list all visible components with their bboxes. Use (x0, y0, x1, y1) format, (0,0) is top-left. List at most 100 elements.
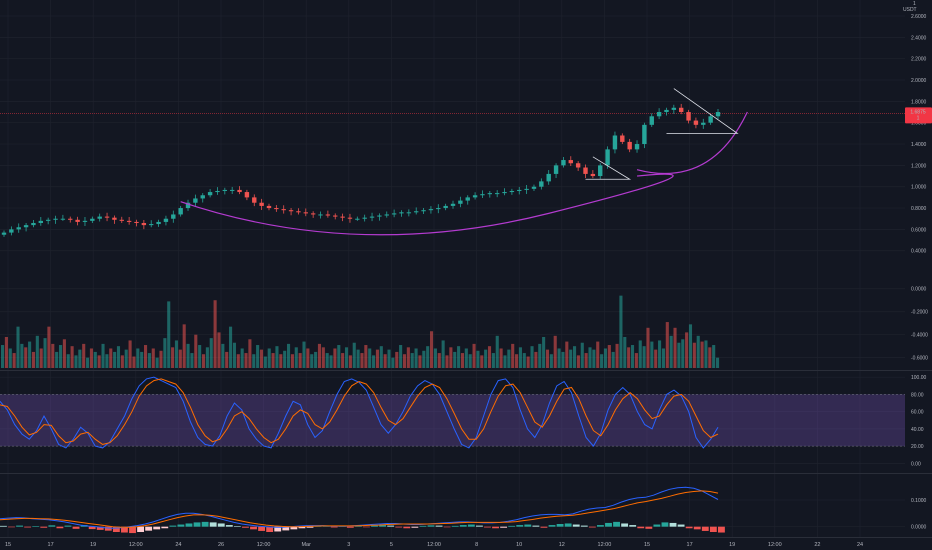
candle (502, 192, 507, 194)
candle (207, 192, 213, 196)
candle (45, 219, 51, 221)
candle (458, 200, 463, 204)
triangle-drawing[interactable] (666, 88, 739, 134)
volume-bar (673, 327, 677, 368)
candle (583, 167, 588, 174)
volume-bar (422, 350, 426, 368)
candle (68, 218, 73, 220)
volume-bar (28, 341, 32, 368)
macd-hist-bar (709, 526, 717, 532)
macd-hist-bar (718, 526, 725, 533)
price-axis-tick-label: 1.0000 (911, 185, 927, 191)
macd-hist-bar (435, 525, 443, 527)
volume-bar (453, 351, 457, 368)
time-axis[interactable]: 15 17 19 12:00 24 26 12:00 Mar 3 5 12:00 8 10 12 12:00… (0, 537, 932, 549)
volume-bar (229, 326, 233, 368)
candle (620, 135, 625, 142)
candle (487, 193, 493, 195)
volume-bar (526, 356, 530, 368)
volume-bar (658, 340, 662, 368)
macd-hist-bar (701, 526, 709, 531)
stoch-axis[interactable]: 100.00 80.00 60.00 40.00 20.00 0.00 (911, 375, 927, 467)
candle (112, 217, 117, 220)
macd-hist-bar (16, 525, 23, 527)
candle (97, 216, 102, 219)
macd-hist-bar (306, 526, 314, 528)
stoch-axis-tick-label: 100.00 (911, 375, 927, 381)
volume-bar (155, 357, 159, 368)
candle (472, 195, 478, 198)
time-axis-label: 17 (687, 542, 693, 548)
volume-bar (511, 343, 515, 368)
price-axis[interactable]: 2.6000 2.4000 2.2000 2.0000 1.8000 1.6000 1.40… (911, 14, 927, 255)
volume-bar (275, 346, 279, 368)
macd-hist-bar (32, 526, 40, 527)
macd-hist-bar (266, 526, 274, 532)
volume-bar (368, 348, 372, 368)
triangle-drawing[interactable] (585, 156, 632, 180)
macd-axis[interactable]: 0.1000 0.0000 (911, 498, 927, 531)
cup-curve-drawing[interactable] (636, 111, 748, 174)
macd-hist-bar (492, 526, 499, 529)
macd-hist-bar (669, 522, 677, 527)
time-axis-label: Mar (301, 542, 311, 548)
volume-bar (167, 301, 171, 368)
time-axis-label: 12:00 (257, 542, 271, 548)
macd-hist-bar (88, 526, 96, 530)
volume-axis-tick-label: -0.6000 (911, 356, 928, 362)
volume-bar (58, 345, 63, 368)
volume-bar (692, 342, 696, 368)
candle (347, 217, 353, 219)
price-pane[interactable]: 2.6000 2.4000 2.2000 2.0000 1.8000 1.6000 1.40… (0, 1, 932, 255)
volume-bar (140, 351, 144, 368)
stoch-rsi-pane[interactable]: 100.00 80.00 60.00 40.00 20.00 0.00 (0, 375, 927, 467)
volume-bar (372, 355, 376, 368)
volume-bar (700, 341, 704, 368)
volume-pane[interactable]: 0.0000 -0.2000 -0.4000 -0.6000 (1, 287, 928, 368)
candle (119, 219, 124, 221)
macd-hist-bar (193, 522, 201, 527)
chart-drawings[interactable] (180, 88, 748, 236)
macd-hist-bar (629, 525, 637, 527)
macd-pane[interactable]: 0.1000 0.0000 (0, 486, 927, 534)
volume-bar (294, 347, 298, 368)
volume-bar (410, 353, 414, 368)
candle (465, 197, 470, 201)
volume-bar (236, 354, 240, 368)
volume-bar (51, 343, 55, 368)
volume-bar (545, 349, 550, 368)
candles (1, 103, 721, 237)
volume-bar (596, 341, 600, 368)
candle (23, 225, 29, 228)
volume-bar (630, 345, 635, 368)
volume-axis[interactable]: 0.0000 -0.2000 -0.4000 -0.6000 (911, 287, 928, 362)
macd-axis-tick-label: 0.1000 (911, 498, 927, 504)
macd-hist-bar (64, 525, 72, 527)
volume-bar (561, 351, 565, 368)
macd-hist-bar (500, 526, 508, 528)
volume-bar (677, 342, 681, 368)
volume-bar (472, 343, 476, 368)
volume-bar (619, 295, 623, 368)
candle (443, 205, 448, 209)
volume-bar (495, 335, 499, 368)
candle (303, 212, 308, 214)
volume-bar (507, 349, 511, 368)
cup-curve-drawing[interactable] (180, 173, 674, 236)
volume-bar (414, 348, 418, 368)
candle (568, 160, 573, 164)
candle (9, 229, 14, 233)
candle (215, 190, 220, 193)
candle (222, 189, 228, 191)
candle (1, 232, 7, 235)
volume-bar (271, 353, 275, 368)
volume-bar (433, 348, 437, 368)
volume-bars (1, 295, 720, 368)
volume-bar (522, 353, 526, 368)
volume-bar (47, 326, 51, 368)
volume-bar (31, 351, 36, 368)
macd-hist-bar (685, 526, 693, 529)
candle (656, 112, 662, 117)
candle (134, 221, 139, 223)
